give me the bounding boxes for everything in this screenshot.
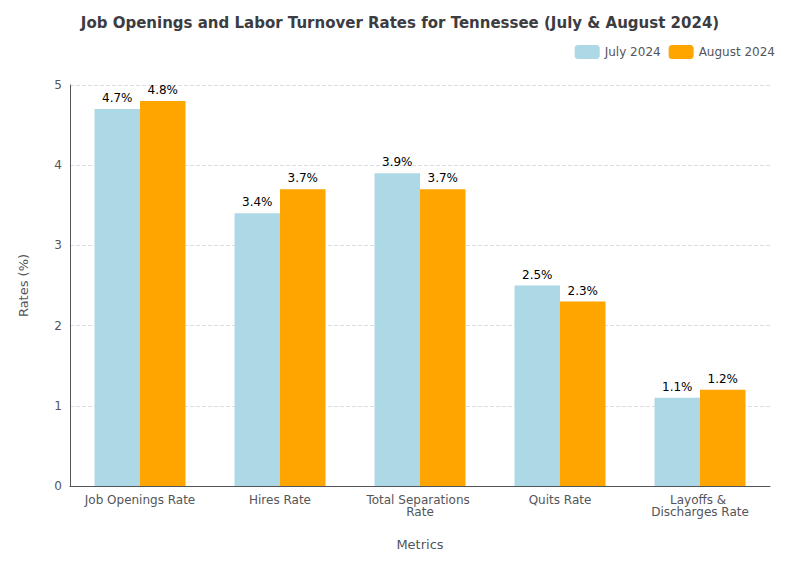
svg-text:3.7%: 3.7%	[428, 171, 459, 185]
svg-text:3: 3	[54, 238, 62, 252]
svg-text:1.1%: 1.1%	[662, 380, 693, 394]
svg-text:4.8%: 4.8%	[148, 83, 179, 97]
svg-text:1: 1	[54, 399, 62, 413]
svg-text:2.5%: 2.5%	[522, 268, 553, 282]
svg-text:July 2024: July 2024	[604, 45, 661, 59]
svg-text:4.7%: 4.7%	[102, 91, 133, 105]
svg-text:Rate: Rate	[406, 505, 434, 519]
svg-text:Discharges Rate: Discharges Rate	[651, 505, 749, 519]
svg-text:0: 0	[54, 479, 62, 493]
svg-text:Quits Rate: Quits Rate	[529, 493, 592, 507]
svg-text:Rates (%): Rates (%)	[16, 254, 31, 317]
svg-text:5: 5	[54, 78, 62, 92]
svg-text:1.2%: 1.2%	[708, 372, 739, 386]
svg-text:Metrics: Metrics	[396, 537, 443, 552]
svg-text:Layoffs &: Layoffs &	[670, 493, 730, 507]
svg-text:3.9%: 3.9%	[382, 155, 413, 169]
svg-text:Total Separations: Total Separations	[366, 493, 474, 507]
svg-text:4: 4	[54, 158, 62, 172]
svg-text:2.3%: 2.3%	[568, 284, 599, 298]
svg-text:3.4%: 3.4%	[242, 195, 273, 209]
svg-text:3.7%: 3.7%	[288, 171, 319, 185]
svg-text:Hires Rate: Hires Rate	[249, 493, 311, 507]
svg-text:2: 2	[54, 319, 62, 333]
svg-text:Job Openings Rate: Job Openings Rate	[84, 493, 196, 507]
svg-text:Job Openings and Labor Turnove: Job Openings and Labor Turnover Rates fo…	[80, 14, 719, 32]
svg-text:August 2024: August 2024	[699, 45, 775, 59]
